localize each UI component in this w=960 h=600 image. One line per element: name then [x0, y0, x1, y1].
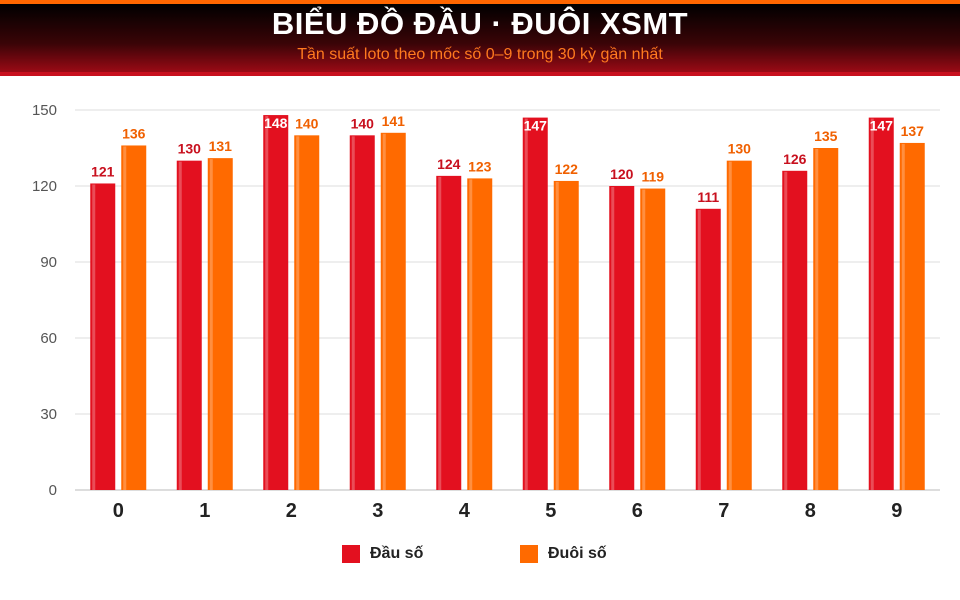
data-label: 121: [91, 163, 115, 179]
chart-header: [0, 0, 960, 76]
legend-label-dau: Đầu số: [370, 545, 424, 562]
data-label: 122: [555, 161, 579, 177]
x-tick-label: 6: [632, 500, 643, 520]
y-tick-label: 120: [32, 178, 57, 195]
bar-dau: [176, 160, 202, 490]
bar-highlight: [209, 159, 213, 490]
bar-highlight: [555, 181, 559, 490]
bar-duoi: [553, 180, 579, 490]
data-label: 147: [870, 118, 894, 134]
bar-dau: [522, 117, 548, 490]
x-tick-label: 0: [113, 500, 124, 520]
data-label: 147: [524, 118, 548, 134]
x-tick-label: 2: [286, 500, 297, 520]
bar-highlight: [784, 171, 788, 491]
bar-duoi: [380, 132, 406, 491]
y-tick-label: 30: [40, 406, 57, 423]
data-label: 123: [468, 158, 492, 174]
data-label: 124: [437, 156, 461, 172]
legend-swatch-duoi: [520, 545, 538, 563]
bar-highlight: [611, 187, 615, 490]
bar-duoi: [207, 158, 233, 490]
data-label: 131: [209, 138, 233, 154]
legend-swatch-dau: [342, 545, 360, 563]
legend-label-duoi: Đuôi số: [548, 545, 607, 562]
data-label: 119: [641, 169, 664, 185]
data-label: 148: [264, 115, 288, 131]
data-label: 126: [783, 151, 807, 167]
bar-highlight: [265, 116, 269, 491]
x-tick-label: 3: [372, 500, 383, 520]
bar-highlight: [296, 136, 300, 491]
bar-duoi: [467, 178, 493, 490]
x-tick-label: 4: [459, 500, 471, 520]
y-tick-label: 60: [40, 330, 57, 347]
bar-duoi: [294, 135, 320, 491]
chart-legend: Đầu số Đuôi số: [0, 545, 960, 569]
data-label: 130: [728, 141, 752, 157]
data-label: 137: [901, 123, 925, 139]
bar-dau: [609, 186, 635, 490]
y-tick-label: 150: [32, 102, 57, 119]
x-tick-label: 1: [199, 500, 210, 520]
data-label: 141: [382, 113, 406, 129]
data-label: 140: [351, 115, 375, 131]
x-tick-label: 9: [891, 500, 902, 520]
data-label: 136: [122, 125, 146, 141]
bar-highlight: [642, 189, 646, 491]
bar-duoi: [640, 188, 666, 491]
bar-duoi: [813, 148, 839, 490]
bar-duoi: [726, 160, 752, 490]
chart-title: BIỂU ĐỒ ĐẦU · ĐUÔI XSMT: [271, 6, 689, 41]
bar-highlight: [382, 133, 386, 491]
bar-highlight: [92, 184, 96, 490]
bar-duoi: [899, 142, 925, 490]
bar-dau: [868, 117, 894, 490]
data-label: 111: [697, 189, 719, 205]
bar-dau: [695, 208, 721, 491]
y-tick-label: 0: [49, 482, 57, 499]
x-tick-label: 5: [545, 500, 556, 520]
data-label: 120: [610, 166, 634, 182]
legend-item-duoi: Đuôi số: [520, 545, 607, 563]
bar-dau: [263, 115, 289, 491]
bar-dau: [782, 170, 808, 491]
bar-highlight: [697, 209, 701, 491]
x-tick-label: 7: [718, 500, 729, 520]
x-tick-label: 8: [805, 500, 816, 520]
data-label: 140: [295, 115, 319, 131]
bar-highlight: [438, 176, 442, 490]
y-tick-label: 90: [40, 254, 57, 271]
bar-highlight: [178, 161, 182, 490]
bar-duoi: [121, 145, 147, 490]
bar-highlight: [524, 118, 528, 490]
bar-highlight: [469, 179, 473, 490]
legend-item-dau: Đầu số: [342, 545, 423, 563]
data-label: 130: [178, 141, 202, 157]
bar-dau: [349, 135, 375, 491]
data-label: 135: [814, 128, 838, 144]
header-underline: [0, 72, 960, 76]
chart-subtitle: Tần suất loto theo mốc số 0–9 trong 30 k…: [297, 46, 663, 63]
bar-dau: [90, 183, 116, 490]
bar-highlight: [870, 118, 874, 490]
bar-highlight: [815, 149, 819, 490]
bar-dau: [436, 175, 462, 490]
bar-highlight: [123, 146, 127, 490]
bar-highlight: [351, 136, 355, 491]
bar-highlight: [728, 161, 732, 490]
bar-highlight: [901, 143, 905, 490]
